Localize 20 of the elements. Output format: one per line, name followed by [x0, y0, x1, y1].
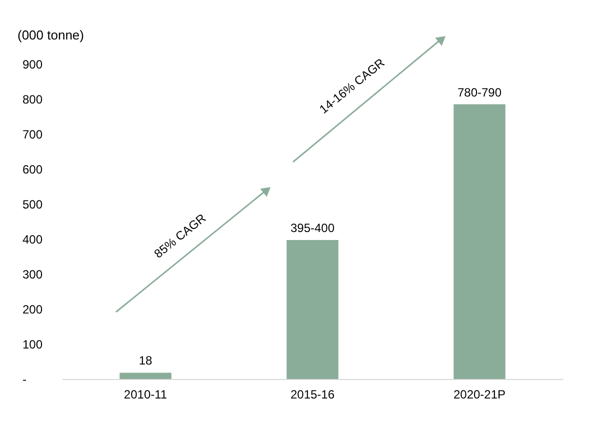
- y-tick-label: 500: [22, 198, 43, 212]
- bar: [286, 240, 338, 379]
- bar: [120, 372, 172, 379]
- x-tick-label: 2010-11: [124, 388, 168, 402]
- data-label: 18: [138, 354, 152, 368]
- y-tick-label: 400: [22, 232, 43, 246]
- y-axis-title: (000 tonne): [18, 28, 84, 42]
- data-label: 395-400: [290, 221, 335, 236]
- y-tick-label: 900: [22, 58, 43, 72]
- y-tick-label: 300: [22, 268, 43, 282]
- y-tick-label: -: [22, 372, 26, 386]
- x-tick-label: 2015-16: [290, 388, 335, 402]
- y-tick-label: 700: [22, 128, 43, 142]
- bar: [454, 104, 506, 379]
- y-tick-label: 800: [22, 92, 43, 106]
- y-tick-label: 100: [22, 338, 43, 352]
- data-label: 780-790: [457, 85, 502, 100]
- x-tick-label: 2020-21P: [453, 388, 506, 402]
- y-tick-label: 200: [22, 302, 43, 316]
- y-tick-label: 600: [22, 162, 43, 176]
